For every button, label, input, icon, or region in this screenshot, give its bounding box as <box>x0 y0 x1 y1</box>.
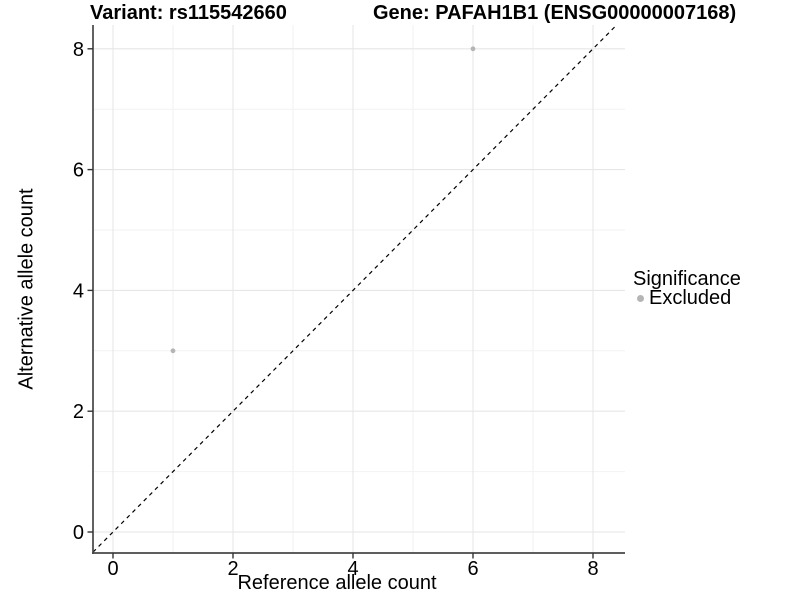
legend-item-label: Excluded <box>649 287 732 309</box>
legend-item-excluded: Excluded <box>637 287 731 310</box>
identity-reference-line <box>92 24 618 553</box>
x-tick-label: 4 <box>347 558 358 580</box>
x-tick-label: 8 <box>587 558 598 580</box>
data-point <box>170 348 176 354</box>
excluded-dot-icon <box>637 295 644 302</box>
y-tick-label: 0 <box>73 522 84 544</box>
plot-title-variant: Variant: rs115542660 <box>90 2 287 24</box>
legend-title: Significance <box>633 268 741 290</box>
x-axis-title: Reference allele count <box>237 572 437 594</box>
y-tick-label: 2 <box>73 401 84 423</box>
data-point <box>470 46 476 52</box>
y-tick-label: 8 <box>73 39 84 61</box>
x-tick-label: 2 <box>227 558 238 580</box>
y-tick-label: 6 <box>73 160 84 182</box>
plot-title-gene: Gene: PAFAH1B1 (ENSG00000007168) <box>373 2 737 24</box>
y-axis-title: Alternative allele count <box>15 188 38 390</box>
x-tick-label: 6 <box>467 558 478 580</box>
x-tick-label: 0 <box>107 558 118 580</box>
y-tick-label: 4 <box>73 280 84 302</box>
